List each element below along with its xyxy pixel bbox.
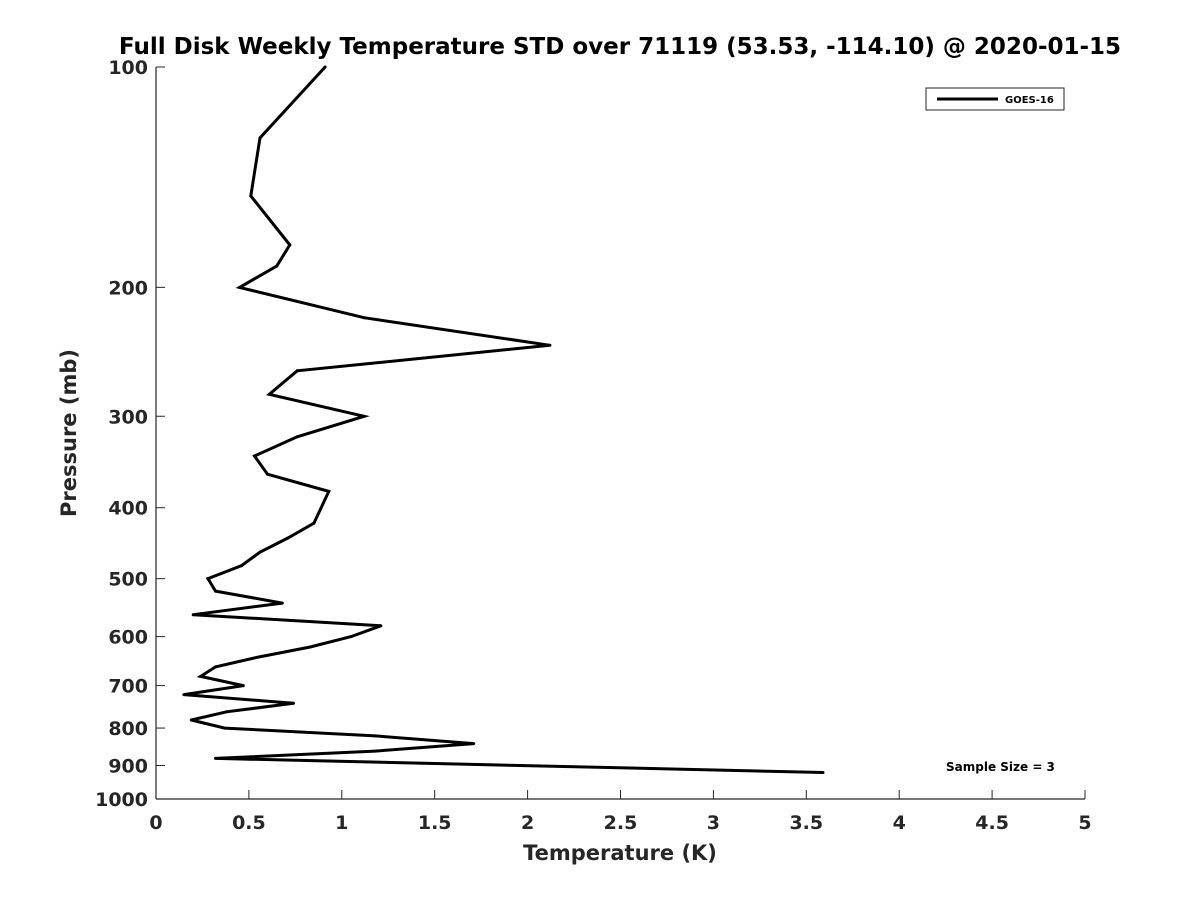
data-point bbox=[206, 577, 210, 581]
data-point bbox=[292, 701, 295, 705]
y-tick-label: 200 bbox=[108, 277, 148, 299]
y-tick-label: 300 bbox=[108, 406, 148, 428]
data-point bbox=[258, 136, 262, 140]
data-point bbox=[286, 536, 290, 540]
data-point bbox=[258, 550, 262, 554]
x-axis-label: Temperature (K) bbox=[523, 841, 717, 865]
x-tick-label: 1.5 bbox=[418, 812, 452, 834]
data-point bbox=[214, 665, 217, 669]
data-point bbox=[256, 655, 260, 659]
chart-title: Full Disk Weekly Temperature STD over 71… bbox=[119, 34, 1121, 60]
data-point bbox=[308, 645, 312, 649]
data-point bbox=[191, 613, 195, 617]
data-point bbox=[373, 734, 377, 738]
data-point bbox=[214, 756, 217, 760]
data-point bbox=[189, 718, 193, 722]
data-point bbox=[349, 635, 353, 639]
x-tick-label: 0 bbox=[149, 812, 162, 834]
y-tick-label: 500 bbox=[108, 569, 148, 591]
y-tick-label: 600 bbox=[108, 627, 148, 649]
x-tick-label: 4 bbox=[893, 812, 906, 834]
data-point bbox=[379, 624, 383, 628]
data-point bbox=[472, 742, 476, 746]
data-point bbox=[295, 435, 299, 439]
series-line-goes-16 bbox=[183, 65, 824, 774]
data-point bbox=[182, 693, 186, 697]
data-point bbox=[548, 343, 552, 347]
data-point bbox=[327, 489, 331, 493]
data-point bbox=[267, 392, 271, 396]
data-point bbox=[362, 414, 366, 418]
x-tick-label: 5 bbox=[1078, 812, 1091, 834]
data-point bbox=[214, 589, 217, 593]
data-point bbox=[266, 472, 269, 476]
data-point bbox=[821, 771, 825, 774]
data-point bbox=[249, 194, 253, 198]
data-point bbox=[288, 243, 292, 247]
x-tick-label: 1 bbox=[335, 812, 348, 834]
data-point bbox=[362, 316, 366, 320]
y-tick-label: 1000 bbox=[95, 789, 148, 811]
y-tick-label: 100 bbox=[108, 57, 148, 79]
data-point bbox=[223, 726, 227, 730]
axes bbox=[155, 67, 1085, 800]
y-tick-label: 400 bbox=[108, 498, 148, 520]
y-axis-label: Pressure (mb) bbox=[57, 349, 81, 517]
data-point bbox=[253, 454, 256, 458]
x-tick-label: 2.5 bbox=[604, 812, 638, 834]
data-point bbox=[373, 749, 377, 753]
data-point bbox=[323, 65, 327, 69]
data-point bbox=[280, 601, 284, 605]
series-group bbox=[182, 65, 825, 774]
data-point bbox=[295, 369, 299, 373]
x-ticks: 0 0.5 1 1.5 2 2.5 3 3.5 4 4.5 5 bbox=[149, 790, 1092, 834]
y-tick-label: 800 bbox=[108, 718, 148, 740]
data-point bbox=[240, 564, 243, 568]
x-tick-label: 3.5 bbox=[789, 812, 823, 834]
x-tick-label: 4.5 bbox=[975, 812, 1009, 834]
data-point bbox=[241, 684, 245, 688]
x-tick-label: 2 bbox=[521, 812, 534, 834]
data-point bbox=[238, 285, 242, 289]
x-tick-label: 3 bbox=[707, 812, 720, 834]
sample-size-annotation: Sample Size = 3 bbox=[946, 760, 1055, 774]
data-point bbox=[225, 710, 229, 714]
data-point bbox=[312, 521, 316, 525]
x-tick-label: 0.5 bbox=[232, 812, 266, 834]
data-point bbox=[199, 674, 203, 678]
legend: GOES-16 bbox=[925, 87, 1065, 111]
data-point bbox=[275, 264, 279, 268]
legend-label: GOES-16 bbox=[1005, 95, 1054, 106]
y-tick-label: 700 bbox=[108, 676, 148, 698]
y-ticks: 100 200 300 400 500 600 700 800 900 1000 bbox=[95, 57, 165, 811]
y-tick-label: 900 bbox=[108, 756, 148, 778]
